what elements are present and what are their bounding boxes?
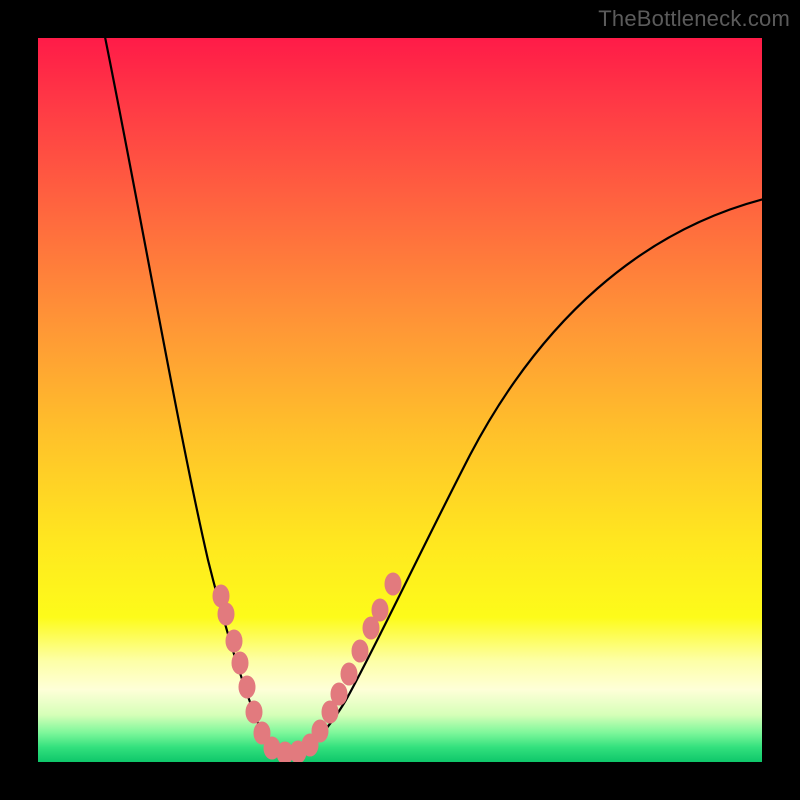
watermark-text: TheBottleneck.com <box>598 6 790 32</box>
gradient-background <box>38 38 762 762</box>
